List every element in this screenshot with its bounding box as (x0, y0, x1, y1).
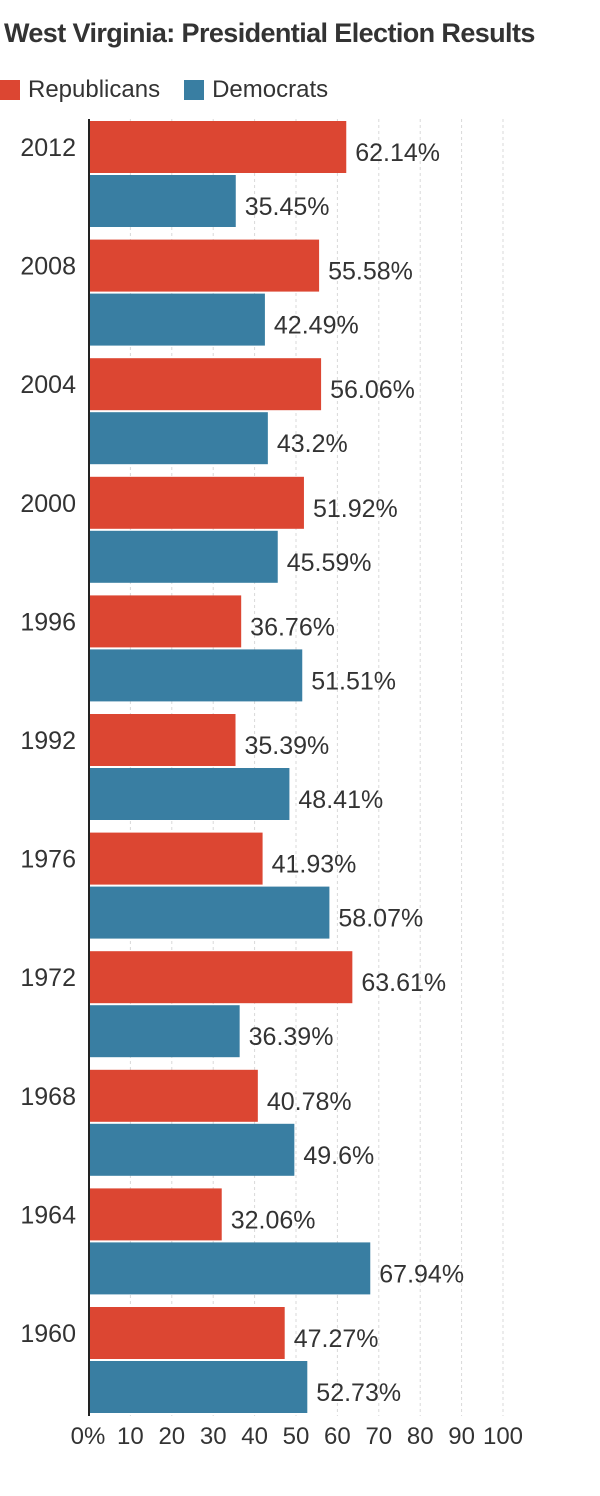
bar-democrats-1972 (89, 1005, 240, 1058)
value-label-republicans-1964: 32.06% (231, 1206, 316, 1234)
value-label-republicans-1996: 36.76% (250, 613, 335, 641)
value-label-republicans-1968: 40.78% (267, 1088, 352, 1116)
legend-swatch-democrats (184, 80, 205, 100)
value-label-republicans-1972: 63.61% (361, 969, 446, 997)
year-label-1996: 1996 (20, 608, 76, 636)
bar-republicans-1972 (89, 951, 353, 1004)
year-label-2000: 2000 (20, 490, 76, 518)
value-label-democrats-1996: 51.51% (311, 667, 396, 695)
bar-democrats-1960 (89, 1361, 308, 1413)
legend: Republicans Democrats (0, 76, 352, 104)
value-label-republicans-1992: 35.39% (245, 732, 330, 760)
value-label-democrats-1968: 49.6% (303, 1142, 374, 1170)
value-label-democrats-2008: 42.49% (274, 312, 359, 340)
bar-republicans-1996 (89, 595, 242, 648)
value-label-republicans-1976: 41.93% (272, 851, 357, 879)
bar-republicans-1968 (89, 1069, 258, 1122)
value-label-democrats-2004: 43.2% (277, 430, 348, 458)
x-tick-label-70: 70 (365, 1423, 392, 1450)
x-tick-label-90: 90 (448, 1423, 475, 1450)
x-tick-label-10: 10 (117, 1423, 144, 1450)
year-label-1972: 1972 (20, 964, 76, 992)
bar-republicans-1976 (89, 832, 263, 885)
value-label-democrats-2012: 35.45% (245, 193, 330, 221)
bar-democrats-2004 (89, 412, 268, 465)
bar-democrats-1992 (89, 768, 290, 820)
value-label-republicans-2012: 62.14% (355, 139, 440, 167)
bar-republicans-1960 (89, 1307, 285, 1359)
x-tick-label-40: 40 (241, 1423, 268, 1450)
x-tick-label-50: 50 (283, 1423, 310, 1450)
value-label-democrats-1992: 48.41% (298, 786, 383, 814)
value-label-republicans-1960: 47.27% (294, 1325, 379, 1353)
bar-republicans-2012 (89, 121, 347, 173)
year-label-2012: 2012 (20, 134, 76, 162)
bar-democrats-1968 (89, 1123, 295, 1176)
value-label-republicans-2000: 51.92% (313, 495, 398, 523)
x-tick-label-60: 60 (324, 1423, 351, 1450)
x-tick-label-30: 30 (200, 1423, 227, 1450)
x-tick-label-80: 80 (407, 1423, 434, 1450)
year-label-1960: 1960 (20, 1320, 76, 1348)
year-label-1968: 1968 (20, 1083, 76, 1111)
year-label-1964: 1964 (20, 1201, 76, 1229)
year-label-2004: 2004 (20, 371, 76, 399)
bar-republicans-1964 (89, 1188, 222, 1241)
x-tick-label-0: 0% (71, 1423, 106, 1450)
chart-title: West Virginia: Presidential Election Res… (4, 18, 535, 48)
value-label-democrats-1972: 36.39% (249, 1023, 334, 1051)
x-tick-label-100: 100 (483, 1423, 523, 1450)
legend-item-republicans[interactable]: Republicans (0, 76, 160, 104)
legend-label-democrats: Democrats (212, 76, 329, 103)
bar-democrats-2008 (89, 293, 265, 346)
bar-democrats-1964 (89, 1242, 371, 1295)
value-label-republicans-2008: 55.58% (328, 258, 413, 286)
x-tick-label-20: 20 (158, 1423, 185, 1450)
year-label-2008: 2008 (20, 253, 76, 281)
value-label-democrats-1964: 67.94% (379, 1260, 464, 1288)
value-label-republicans-2004: 56.06% (330, 376, 415, 404)
year-label-1976: 1976 (20, 846, 76, 874)
bar-republicans-1992 (89, 714, 236, 766)
value-label-democrats-2000: 45.59% (287, 549, 372, 577)
bar-republicans-2004 (89, 358, 322, 411)
legend-label-republicans: Republicans (28, 76, 161, 103)
bar-republicans-2008 (89, 239, 320, 292)
year-label-1992: 1992 (20, 727, 76, 755)
legend-item-democrats[interactable]: Democrats (184, 76, 328, 104)
bar-democrats-1976 (89, 886, 330, 939)
value-label-democrats-1960: 52.73% (316, 1379, 401, 1407)
bar-democrats-2012 (89, 175, 236, 227)
legend-swatch-republicans (0, 80, 20, 100)
bar-republicans-2000 (89, 476, 304, 529)
bar-democrats-1996 (89, 649, 303, 702)
value-label-democrats-1976: 58.07% (338, 905, 423, 933)
bar-democrats-2000 (89, 530, 278, 583)
